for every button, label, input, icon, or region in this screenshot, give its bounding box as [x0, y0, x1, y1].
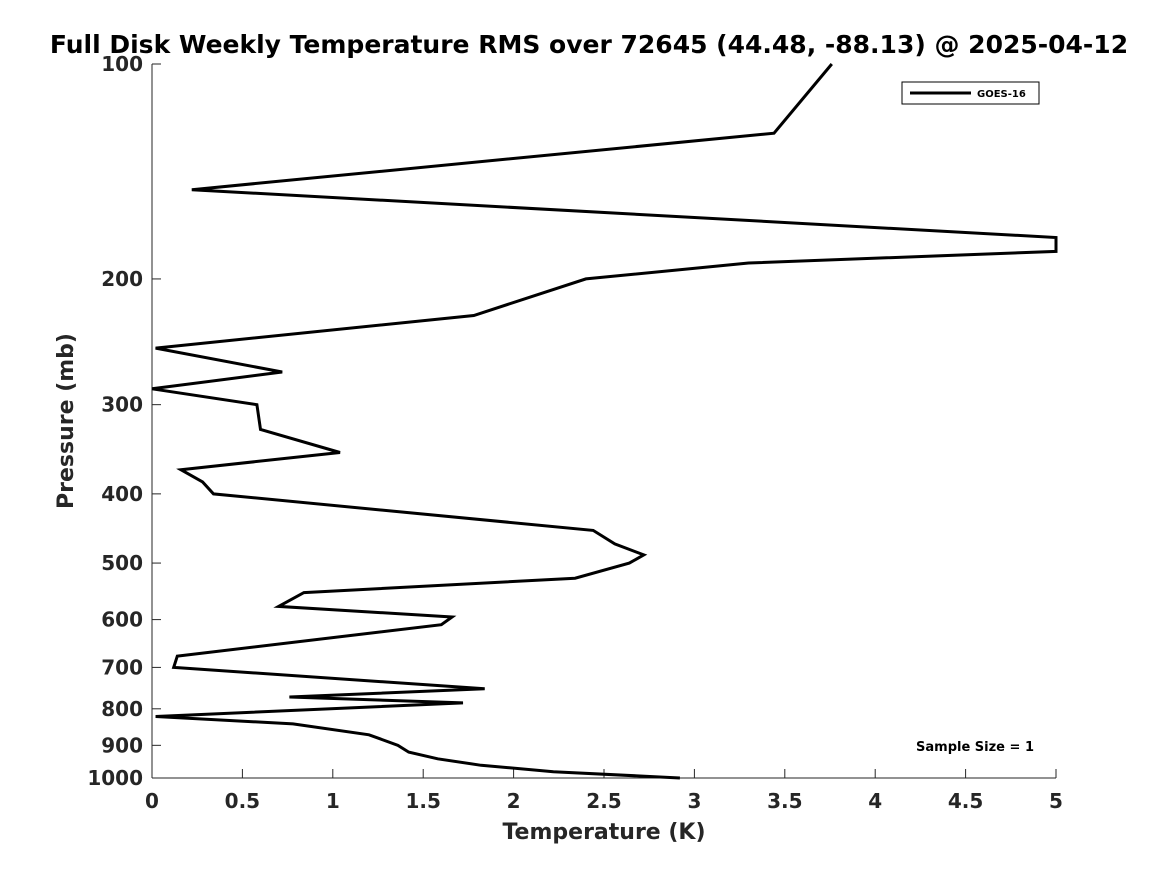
x-tick-label: 4 [868, 789, 882, 813]
x-tick-label: 2 [507, 789, 521, 813]
y-tick-label: 500 [101, 551, 143, 575]
y-tick-label: 900 [101, 733, 143, 757]
legend-label-goes-16: GOES-16 [977, 89, 1026, 100]
sample-size-annotation: Sample Size = 1 [916, 740, 1034, 755]
y-tick-label: 800 [101, 697, 143, 721]
y-tick-label: 200 [101, 267, 143, 291]
x-tick-label: 3 [687, 789, 701, 813]
x-tick-label: 1 [326, 789, 340, 813]
x-tick-label: 1.5 [405, 789, 440, 813]
x-tick-label: 2.5 [586, 789, 621, 813]
y-tick-label: 100 [101, 52, 143, 76]
x-axis-ticks: 0 0.5 1 1.5 2 2.5 3 3.5 4 4.5 5 [145, 769, 1063, 813]
x-tick-label: 3.5 [767, 789, 802, 813]
y-tick-label: 300 [101, 393, 143, 417]
y-tick-label: 400 [101, 482, 143, 506]
y-axis-ticks: 100 200 300 400 500 600 700 800 900 1000 [87, 52, 161, 790]
chart-title: Full Disk Weekly Temperature RMS over 72… [50, 30, 1128, 59]
y-tick-label: 1000 [87, 766, 143, 790]
y-tick-label: 600 [101, 608, 143, 632]
series-line-goes-16 [151, 63, 1058, 780]
x-tick-label: 5 [1049, 789, 1063, 813]
legend: GOES-16 [901, 81, 1040, 105]
y-axis-label: Pressure (mb) [54, 333, 79, 509]
x-axis-label: Temperature (K) [502, 820, 705, 845]
x-tick-label: 0.5 [225, 789, 260, 813]
y-tick-label: 700 [101, 655, 143, 679]
x-tick-label: 4.5 [948, 789, 983, 813]
x-tick-label: 0 [145, 789, 159, 813]
